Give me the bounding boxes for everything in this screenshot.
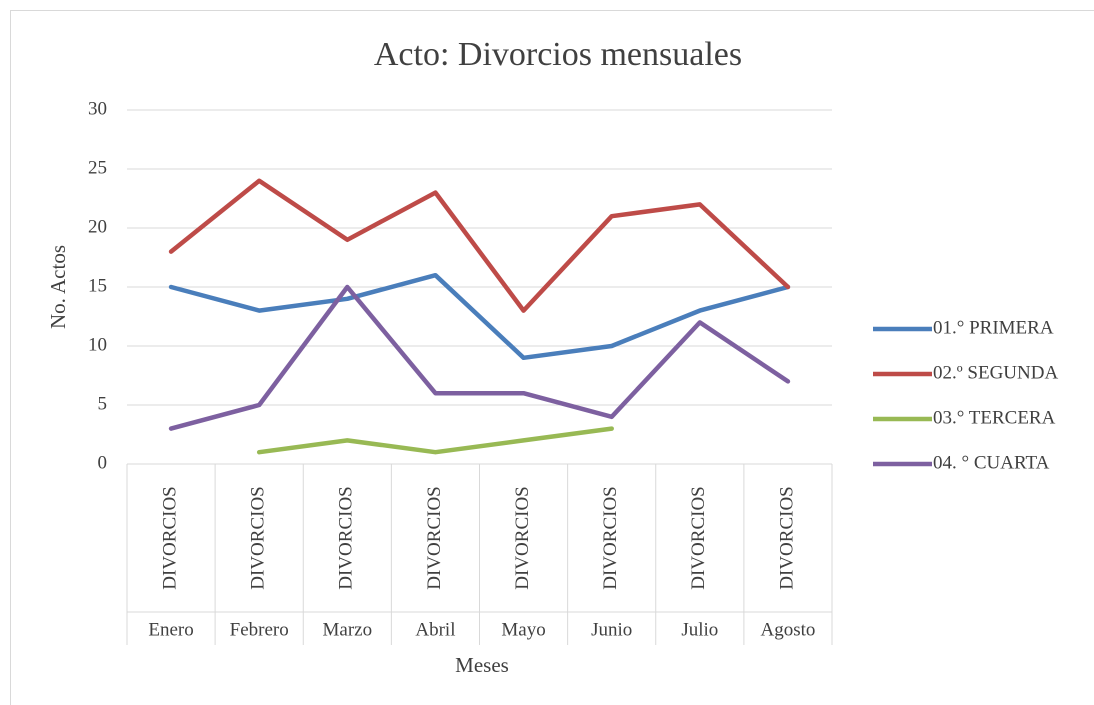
x-subcategory-label: DIVORCIOS (248, 486, 269, 589)
legend-label: 01.° PRIMERA (933, 317, 1054, 338)
series-line (168, 178, 791, 313)
x-subcategory-label: DIVORCIOS (159, 486, 180, 589)
x-tick-label: Julio (681, 619, 718, 640)
x-tick-label: Enero (148, 619, 193, 640)
y-tick-label: 25 (88, 157, 107, 178)
x-subcategory-label: DIVORCIOS (512, 486, 533, 589)
series-line (168, 284, 791, 431)
x-subcategory-label: DIVORCIOS (336, 486, 357, 589)
x-tick-label: Marzo (323, 619, 373, 640)
y-tick-label: 10 (88, 334, 107, 355)
x-tick-label: Mayo (501, 619, 545, 640)
series-line (256, 426, 614, 455)
chart-border (10, 10, 1094, 705)
series-line (168, 272, 791, 361)
y-tick-label: 30 (88, 98, 107, 119)
chart-title: Acto: Divorcios mensuales (374, 36, 742, 73)
x-subcategory-label: DIVORCIOS (776, 486, 797, 589)
x-tick-label: Abril (415, 619, 455, 640)
legend-label: 04. ° CUARTA (933, 452, 1050, 473)
x-axis-label: Meses (455, 653, 509, 677)
y-axis-label: No. Actos (46, 245, 70, 329)
x-subcategory-label: DIVORCIOS (688, 486, 709, 589)
legend-label: 02.º SEGUNDA (933, 362, 1058, 383)
x-tick-label: Junio (591, 619, 632, 640)
x-tick-label: Febrero (230, 619, 289, 640)
x-tick-label: Agosto (760, 619, 815, 640)
y-tick-label: 15 (88, 275, 107, 296)
x-subcategory-label: DIVORCIOS (600, 486, 621, 589)
x-subcategory-label: DIVORCIOS (424, 486, 445, 589)
y-tick-label: 20 (88, 216, 107, 237)
legend-label: 03.° TERCERA (933, 407, 1056, 428)
y-tick-label: 5 (98, 393, 108, 414)
y-tick-label: 0 (98, 452, 108, 473)
